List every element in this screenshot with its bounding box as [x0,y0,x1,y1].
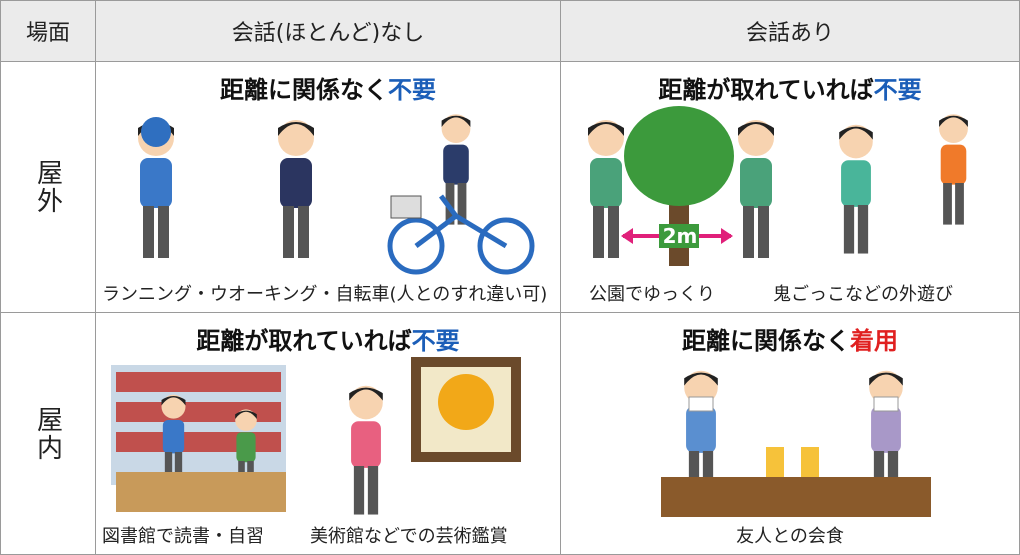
caption: 図書館で読書・自習 [102,526,264,547]
illustration [138,114,535,275]
header-cell: 場面 [0,0,96,62]
heading-text: 距離が取れていれば [196,327,412,355]
heading-key: 着用 [850,327,898,355]
cell-heading: 距離に関係なく不要 [96,70,560,105]
heading-text: 距離に関係なく [220,76,388,104]
heading-text: 距離に関係なく [682,327,850,355]
illustration [661,370,931,517]
content-cell: 距離が取れていれば不要 図書館で読書・自習 美術館などでの芸術鑑賞 [95,312,561,555]
cell-heading: 距離が取れていれば不要 [96,321,560,356]
caption: 友人との会食 [736,526,844,547]
cell-heading: 距離に関係なく着用 [561,321,1019,356]
scene-cell: 屋外 [0,61,96,313]
header-text: 会話(ほとんど)なし [231,21,425,46]
heading-key: 不要 [411,327,460,355]
heading-key: 不要 [873,76,922,104]
header-cell: 会話あり [560,0,1020,62]
cell-heading: 距離が取れていれば不要 [561,70,1019,105]
content-cell: 距離に関係なく不要 ランニング・ウオーキング・自転車(人とのすれ違い可) [95,61,561,313]
content-cell: 距離に関係なく着用 友人との会食 [560,312,1020,555]
heading-text: 距離が取れていれば [658,76,874,104]
caption: 公園でゆっくり [589,284,715,305]
content-cell: 距離が取れていれば不要 2m 公園でゆっくり 鬼ごっこなどの外遊び [560,61,1020,313]
header-text: 場面 [25,21,70,46]
scene-cell: 屋内 [0,312,96,555]
caption: ランニング・ウオーキング・自転車(人とのすれ違い可) [102,284,548,305]
scene-label: 屋外 [32,159,63,215]
heading-key: 不要 [388,76,436,104]
illustration [111,357,521,515]
caption: 美術館などでの芸術鑑賞 [310,526,508,547]
caption: 鬼ごっこなどの外遊び [773,284,953,305]
distance-label: 2m [662,224,698,248]
illustration [588,106,968,266]
header-text: 会話あり [745,21,834,46]
scene-label: 屋内 [32,405,63,462]
header-cell: 会話(ほとんど)なし [95,0,561,62]
